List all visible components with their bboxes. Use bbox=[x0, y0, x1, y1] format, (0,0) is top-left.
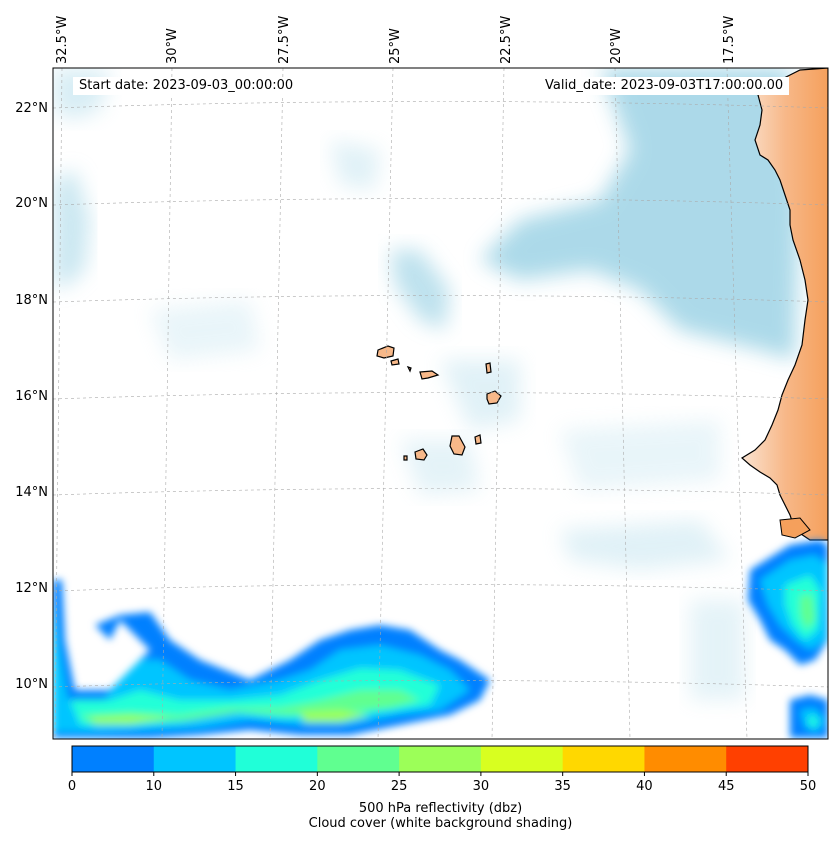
colorbar-tick-label: 50 bbox=[800, 779, 817, 794]
colorbar-tick-label: 10 bbox=[146, 779, 163, 794]
lon-label: 20°W bbox=[609, 28, 624, 64]
map-frame bbox=[52, 67, 829, 740]
colorbar-swatch bbox=[235, 746, 318, 772]
colorbar: 0 10 15 20 25 30 35 40 45 50 bbox=[68, 745, 817, 794]
lat-label: 20°N bbox=[15, 196, 48, 211]
land-patch bbox=[779, 517, 811, 539]
valid-date-label: Valid_date: 2023-09-03T17:00:00.00 bbox=[539, 77, 790, 95]
lat-label: 16°N bbox=[15, 389, 48, 404]
lat-label: 22°N bbox=[15, 101, 48, 116]
lat-label: 10°N bbox=[15, 677, 48, 692]
colorbar-label-line2: Cloud cover (white background shading) bbox=[308, 816, 573, 831]
lon-label: 25°W bbox=[388, 28, 403, 64]
longitude-labels: 32.5°W 30°W 27.5°W 25°W 22.5°W 20°W 17.5… bbox=[55, 16, 737, 64]
colorbar-swatch bbox=[153, 746, 237, 772]
start-date-label: Start date: 2023-09-03_00:00:00 bbox=[73, 77, 300, 95]
colorbar-tick-label: 45 bbox=[718, 779, 735, 794]
colorbar-swatch bbox=[726, 746, 809, 772]
colorbar-tick-label: 0 bbox=[68, 779, 76, 794]
colorbar-tick-label: 35 bbox=[554, 779, 571, 794]
cape-verde-islands bbox=[376, 345, 502, 461]
lat-label: 12°N bbox=[15, 581, 48, 596]
colorbar-label: 500 hPa reflectivity (dbz) Cloud cover (… bbox=[53, 801, 828, 831]
colorbar-swatch bbox=[317, 746, 400, 772]
colorbar-tick-label: 30 bbox=[473, 779, 490, 794]
colorbar-tick-label: 20 bbox=[309, 779, 326, 794]
lat-label: 14°N bbox=[15, 485, 48, 500]
reflectivity-se bbox=[748, 540, 828, 738]
colorbar-swatch bbox=[644, 746, 727, 772]
lon-label: 17.5°W bbox=[722, 16, 737, 64]
colorbar-frame bbox=[71, 745, 809, 773]
lon-label: 27.5°W bbox=[277, 16, 292, 64]
colorbar-swatch bbox=[480, 746, 564, 772]
colorbar-swatch bbox=[399, 746, 482, 772]
africa-coast-land bbox=[740, 68, 828, 541]
colorbar-swatch bbox=[562, 746, 645, 772]
lon-label: 30°W bbox=[165, 28, 180, 64]
colorbar-tick-label: 40 bbox=[636, 779, 653, 794]
lat-label: 18°N bbox=[15, 293, 48, 308]
colorbar-tick-label: 25 bbox=[391, 779, 408, 794]
gridlines bbox=[53, 68, 828, 739]
colorbar-tick-label: 15 bbox=[227, 779, 244, 794]
lon-label: 32.5°W bbox=[55, 16, 70, 64]
latitude-labels: 22°N 20°N 18°N 16°N 14°N 12°N 10°N bbox=[15, 101, 48, 692]
colorbar-label-line1: 500 hPa reflectivity (dbz) bbox=[358, 801, 523, 816]
lon-label: 22.5°W bbox=[499, 16, 514, 64]
colorbar-swatch bbox=[72, 746, 155, 772]
